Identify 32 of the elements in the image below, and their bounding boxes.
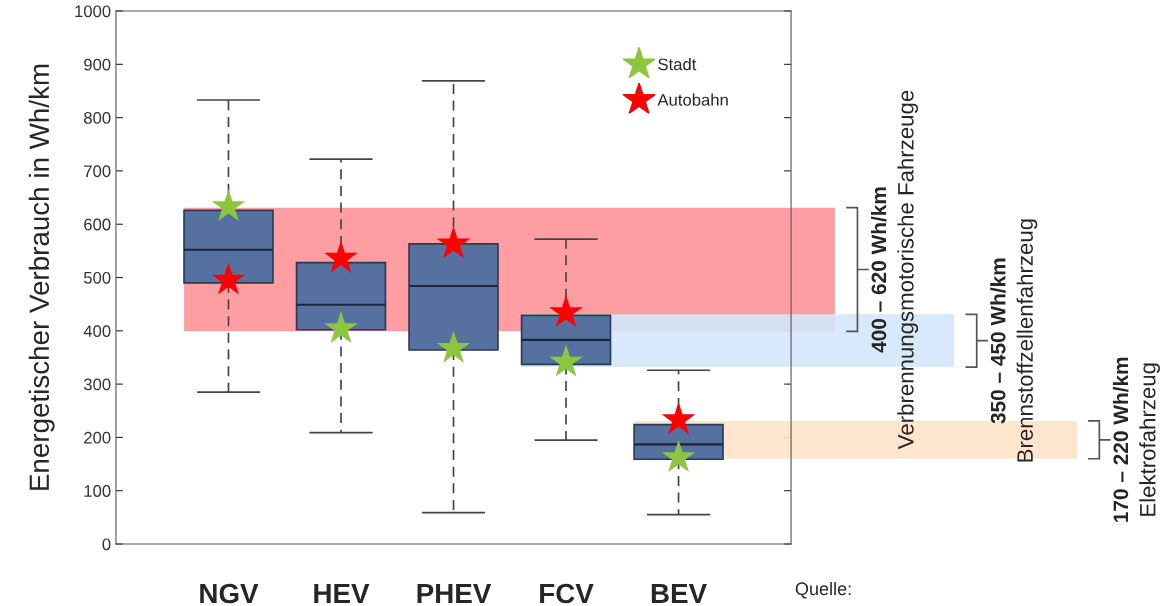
band-label: 400 – 620 Wh/km Verbrennungsmotorische Fahrzeuge (870, 90, 919, 450)
band-label: 350 – 450 Wh/km Brennstoffzellenfahrzeug (990, 219, 1038, 462)
x-tick-label: HEV (314, 583, 370, 604)
y-tick-label: 600 (84, 218, 111, 231)
point (211, 262, 246, 295)
y-tick-label: 1000 (75, 5, 111, 18)
y-tick-label: 300 (83, 378, 111, 391)
y-tick-label: 400 (83, 325, 111, 338)
band-label: 170 – 220 Wh/km Elektrofahrzeug (1112, 357, 1160, 522)
y-tick-label: 0 (102, 538, 111, 551)
x-tick-label: FCV (540, 583, 594, 604)
legend-label: Stadt (658, 58, 697, 71)
point (661, 402, 696, 435)
point (324, 310, 358, 344)
x-tick-label: PHEV (417, 583, 492, 604)
point (549, 344, 583, 377)
point (211, 188, 246, 221)
point (549, 294, 583, 328)
y-tick-label: 900 (84, 58, 111, 71)
y-axis-title: Energetischer Verbrauch in Wh/km (28, 64, 55, 490)
y-tick-label: 500 (83, 271, 111, 284)
y-tick-label: 100 (84, 485, 111, 497)
point (436, 226, 471, 259)
source-note: Quelle: (795, 581, 851, 599)
y-tick-label: 800 (84, 112, 111, 124)
y-tick-label: 700 (84, 165, 111, 178)
x-tick-label: BEV (651, 583, 707, 604)
point (436, 330, 471, 363)
legend-label: Autobahn (657, 93, 728, 106)
y-tick-label: 200 (84, 431, 111, 444)
x-tick-label: NGV (200, 583, 259, 604)
point (324, 240, 358, 273)
